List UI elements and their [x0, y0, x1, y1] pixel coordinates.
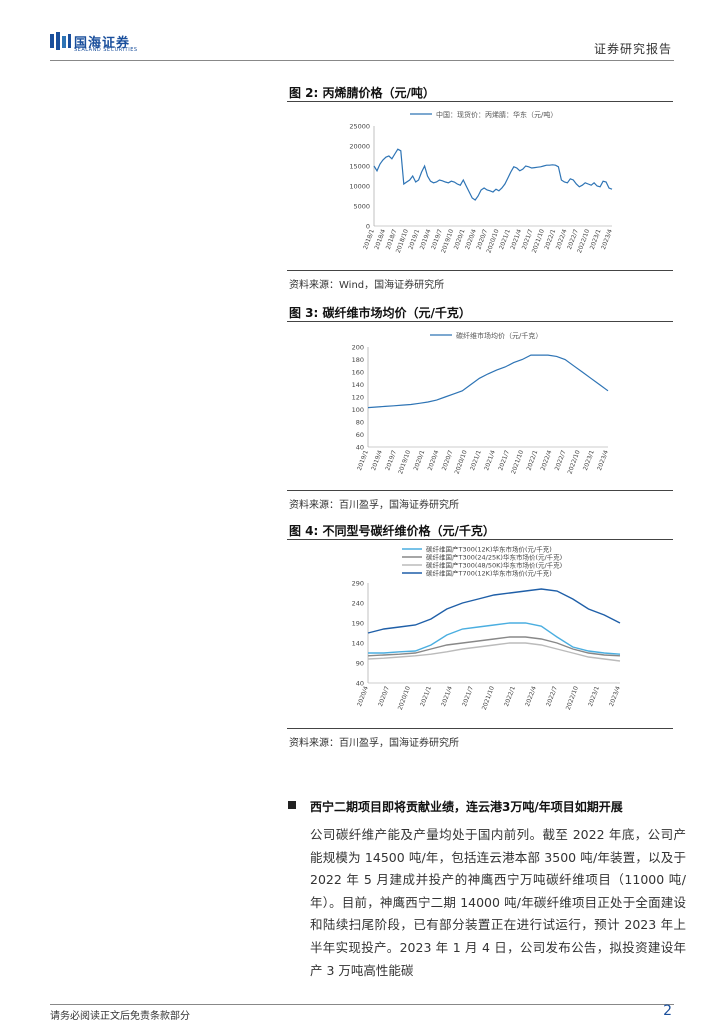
y-tick-label: 10000	[349, 183, 370, 191]
figure-3-bottom-rule	[287, 490, 673, 491]
figure-2-top-rule	[287, 101, 673, 102]
figure-3-title: 图 3: 碳纤维市场均价（元/千克）	[289, 306, 471, 320]
paragraph-text: 公司碳纤维产能及产量均处于国内前列。截至 2022 年底，公司产能规模为 145…	[310, 827, 686, 978]
x-tick-label: 2020/7	[441, 449, 455, 471]
x-tick-label: 2021/10	[510, 449, 525, 475]
x-tick-label: 2021/7	[497, 449, 511, 471]
header-divider	[50, 60, 674, 61]
x-tick-label: 2019/4	[370, 449, 384, 471]
x-tick-label: 2022/1	[525, 449, 539, 471]
x-tick-label: 2020/4	[356, 685, 370, 707]
figure-4-source: 资料来源：百川盈孚，国海证券研究所	[289, 738, 459, 749]
figure-3-top-rule	[287, 321, 673, 322]
series-line	[367, 354, 609, 409]
figure-4-bottom-rule	[287, 728, 673, 729]
legend-label: 碳纤维市场均价（元/千克）	[456, 331, 542, 340]
series-line	[368, 622, 621, 655]
x-tick-label: 2023/1	[587, 685, 601, 707]
logo-subtext: SEALAND SECURITIES	[74, 47, 138, 53]
x-tick-label: 2021/1	[419, 685, 433, 707]
x-tick-label: 2021/10	[481, 685, 496, 711]
x-tick-label: 2020/7	[377, 685, 391, 707]
x-tick-label: 2023/1	[582, 449, 596, 471]
figure-3-source: 资料来源：百川盈孚，国海证券研究所	[289, 500, 459, 511]
x-tick-label: 2021/4	[483, 449, 497, 471]
x-tick-label: 2020/4	[427, 449, 441, 471]
figure-4-top-rule	[287, 539, 673, 540]
y-tick-label: 200	[352, 344, 364, 352]
footer-divider	[50, 1004, 674, 1005]
y-tick-label: 240	[352, 600, 364, 608]
x-tick-label: 2021/7	[461, 685, 475, 707]
y-tick-label: 140	[352, 640, 364, 648]
x-tick-label: 2023/4	[608, 685, 622, 707]
report-type: 证券研究报告	[593, 42, 672, 56]
logo-icon	[50, 32, 71, 50]
x-tick-label: 2021/4	[440, 685, 454, 707]
y-tick-label: 0	[366, 223, 370, 231]
figure-2-title: 图 2: 丙烯腈价格（元/吨）	[289, 86, 435, 100]
section-title: 西宁二期项目即将贡献业绩，连云港3万吨/年项目如期开展	[310, 800, 623, 814]
figure-4-chart: 碳纤维国产T300(12K)华东市场价(元/千克)碳纤维国产T300(24/25…	[352, 545, 622, 712]
x-tick-label: 2022/1	[503, 685, 517, 707]
figure-2-chart: 中国：现货价：丙烯腈：华东（元/吨） 25000 20000 15000 10000 5…	[349, 110, 614, 254]
x-tick-label: 2022/4	[540, 449, 554, 471]
section-bullet-icon	[288, 801, 296, 809]
x-tick-label: 2022/4	[524, 685, 538, 707]
logo-text: 国海证券	[74, 36, 131, 51]
legend-label: 碳纤维国产T300(12K)华东市场价(元/千克)	[426, 545, 552, 554]
y-tick-label: 15000	[349, 163, 370, 171]
y-tick-label: 120	[352, 394, 364, 402]
y-tick-label: 80	[356, 419, 364, 427]
x-tick-label: 2019/10	[397, 449, 412, 475]
y-tick-label: 290	[352, 580, 364, 588]
series-line	[367, 588, 621, 634]
page-number: 2	[663, 1003, 672, 1019]
x-tick-label: 2021/1	[469, 449, 483, 471]
y-tick-label: 180	[352, 356, 364, 364]
y-tick-label: 140	[352, 381, 364, 389]
legend-label: 碳纤维国产T300(48/50K)华东市场价(元/千克)	[426, 561, 562, 570]
y-tick-label: 20000	[349, 143, 370, 151]
x-tick-label: 2019/7	[384, 449, 398, 471]
x-tick-label: 2022/7	[545, 685, 559, 707]
series-line	[367, 636, 621, 657]
figure-3-chart: 碳纤维市场均价（元/千克） 200 180 160 140 120 100 80 60 40 2…	[352, 331, 610, 475]
figure-2-source: 资料来源：Wind，国海证券研究所	[289, 280, 445, 291]
x-tick-label: 2022/7	[554, 449, 568, 471]
y-tick-label: 25000	[349, 123, 370, 131]
y-tick-label: 60	[356, 431, 364, 439]
y-tick-label: 40	[356, 444, 364, 452]
legend-label: 碳纤维国产T700(12K)华东市场价(元/千克)	[426, 569, 552, 578]
footer-disclaimer: 请务必阅读正文后免责条款部分	[50, 1011, 190, 1022]
x-tick-label: 2022/10	[565, 685, 580, 711]
y-tick-label: 40	[356, 680, 364, 688]
x-tick-label: 2020/10	[397, 685, 412, 711]
company-logo: 国海证券 SEALAND SECURITIES	[50, 32, 140, 53]
series-line	[373, 148, 613, 201]
x-tick-label: 2023/4	[596, 449, 610, 471]
y-tick-label: 90	[356, 660, 364, 668]
y-tick-label: 100	[352, 406, 364, 414]
x-tick-label: 2020/10	[454, 449, 469, 475]
y-tick-label: 160	[352, 369, 364, 377]
x-tick-label: 2019/1	[356, 449, 370, 471]
y-tick-label: 5000	[353, 203, 370, 211]
x-tick-label: 2022/10	[567, 449, 582, 475]
legend-label: 中国：现货价：丙烯腈：华东（元/吨）	[436, 110, 557, 119]
x-tick-label: 2020/1	[413, 449, 427, 471]
figure-4-title: 图 4: 不同型号碳纤维价格（元/千克）	[289, 524, 495, 538]
legend-label: 碳纤维国产T300(24/25K)华东市场价(元/千克)	[426, 553, 562, 562]
body-paragraph: 公司碳纤维产能及产量均处于国内前列。截至 2022 年底，公司产能规模为 145…	[310, 824, 686, 982]
figure-2-bottom-rule	[287, 270, 673, 271]
y-tick-label: 190	[352, 620, 364, 628]
series-line	[367, 642, 621, 662]
